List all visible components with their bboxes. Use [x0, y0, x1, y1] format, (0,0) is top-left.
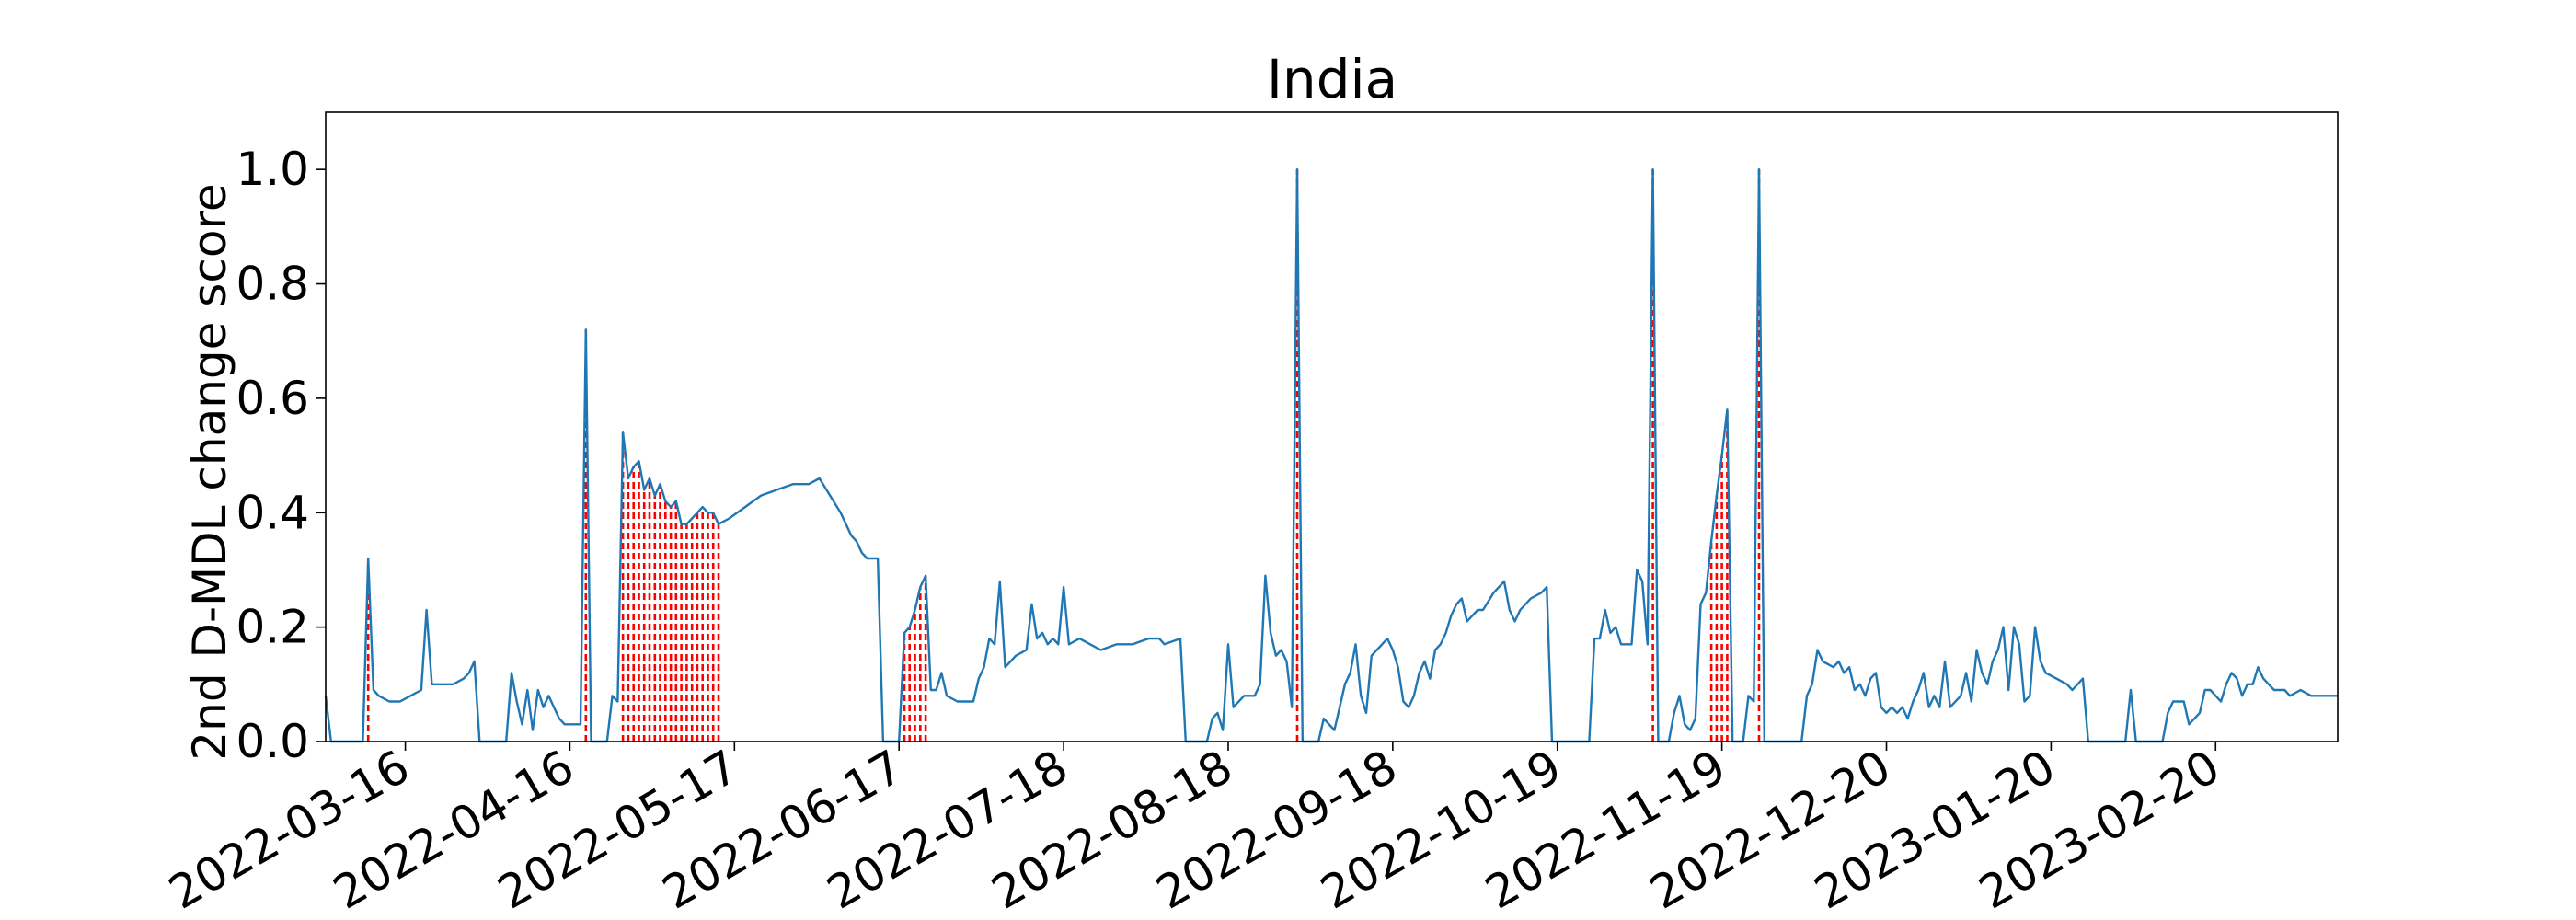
y-tick-label-3: 0.6 [236, 372, 309, 425]
y-axis: 0.0 0.2 0.4 0.6 0.8 1.0 [236, 143, 326, 768]
change-point-lines [366, 169, 1761, 742]
chart-title: India [1267, 48, 1397, 110]
series-line [324, 168, 2338, 743]
x-axis: 2022-03-162022-04-162022-05-172022-06-17… [160, 740, 2228, 920]
y-axis-label: 2nd D-MDL change score [183, 183, 236, 760]
y-tick-label-4: 0.8 [236, 258, 309, 311]
y-tick-label-1: 0.2 [236, 601, 309, 654]
axes-frame [325, 111, 2339, 742]
y-tick-label-2: 0.4 [236, 486, 309, 539]
y-tick-label-5: 1.0 [236, 143, 309, 196]
plot-area [324, 168, 2338, 743]
y-tick-label-0: 0.0 [236, 715, 309, 768]
